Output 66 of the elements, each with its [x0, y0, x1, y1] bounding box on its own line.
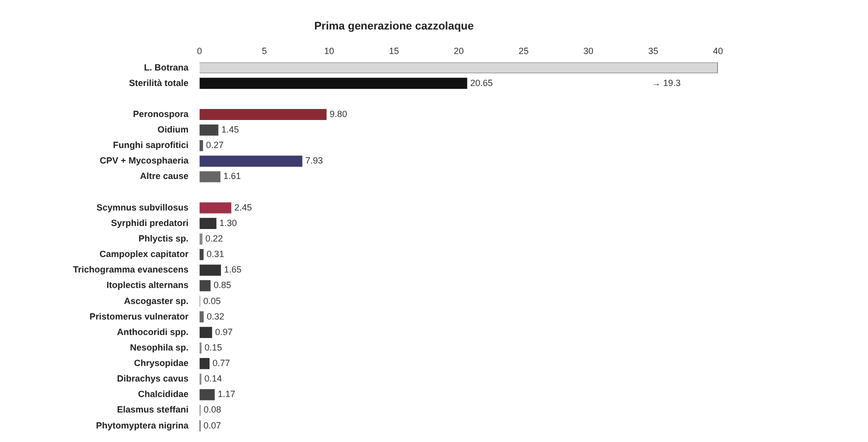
y-tick-label: Nesophila sp. — [130, 342, 189, 352]
x-tick-label: 5 — [262, 46, 267, 56]
bar — [200, 280, 211, 292]
y-tick-label: Chalcididae — [138, 389, 189, 400]
x-tick-label: 30 — [583, 46, 594, 56]
y-tick-label: Oidium — [158, 124, 189, 135]
y-tick-label: Anthocoridi spp. — [117, 326, 189, 337]
y-tick-label: Scymnus subvillosus — [96, 202, 189, 212]
y-tick-label: Phlyctis sp. — [138, 234, 189, 244]
data-label: 1.17 — [218, 389, 236, 400]
data-label: 2.45 — [234, 202, 252, 212]
data-label: 9.80 — [330, 108, 348, 119]
x-tick-label: 40 — [712, 46, 724, 56]
bar — [200, 108, 327, 120]
data-label: 20.65 — [470, 78, 493, 88]
y-tick-label: Syrphidi predatori — [111, 218, 189, 228]
y-tick-label: Altre cause — [140, 171, 189, 182]
data-label: 0.85 — [214, 280, 232, 290]
bar — [200, 264, 221, 276]
data-label: 0.07 — [203, 420, 221, 430]
bar — [200, 389, 215, 400]
bar — [200, 326, 212, 338]
y-tick-label: Trichogramma evanescens — [72, 264, 189, 275]
data-label: 1.65 — [224, 264, 242, 275]
y-tick-label: Itoplectis alternans — [106, 280, 189, 290]
bar — [200, 171, 220, 182]
x-tick-label: 35 — [648, 46, 658, 56]
y-tick-label: Funghi saprofitici — [113, 140, 189, 150]
y-tick-label: Ascogaster sp. — [124, 296, 189, 306]
data-label: 0.08 — [204, 404, 222, 415]
data-label: 0.05 — [203, 296, 221, 306]
y-tick-label: Chrysopidae — [134, 358, 189, 368]
annotation: → 19.3 — [652, 78, 681, 88]
bar — [200, 218, 216, 229]
y-tick-label: Pristomerus vulnerator — [90, 311, 190, 322]
data-label: 7.93 — [305, 156, 323, 166]
y-tick-label: CPV + Mycosphaeria — [100, 156, 190, 166]
y-tick-label: Campoplex capitator — [100, 249, 190, 260]
data-label: 0.32 — [206, 311, 224, 322]
x-tick-label: 0 — [197, 46, 202, 56]
data-label: 1.30 — [219, 218, 237, 228]
data-label: 0.22 — [205, 234, 223, 244]
data-label: 0.27 — [206, 140, 224, 150]
y-tick-label: Phytomyptera nigrina — [96, 420, 190, 430]
bar — [200, 358, 210, 370]
bar — [200, 124, 218, 136]
x-tick-label: 10 — [324, 46, 334, 56]
bar — [200, 78, 468, 89]
y-tick-label: Sterilità totale — [129, 78, 189, 88]
x-tick-label: 20 — [454, 46, 464, 56]
data-label: 0.14 — [204, 374, 222, 384]
y-tick-label: L. Botrana — [144, 62, 190, 72]
data-label: 0.97 — [215, 326, 233, 337]
data-label: 0.31 — [206, 249, 224, 260]
y-tick-label: Elasmus steffani — [117, 404, 189, 415]
data-label: 1.45 — [221, 124, 239, 135]
chart-title: Prima generazione cazzolaque — [314, 20, 474, 33]
data-label: 0.15 — [204, 342, 222, 352]
data-label: 0.77 — [212, 358, 230, 368]
x-tick-label: 25 — [518, 46, 529, 56]
data-label: 1.61 — [223, 171, 241, 182]
bar — [200, 156, 302, 167]
x-tick-label: 15 — [388, 46, 399, 56]
bar — [200, 202, 232, 214]
y-tick-label: Dibrachys cavus — [117, 374, 189, 384]
y-tick-label: Peronospora — [133, 108, 190, 119]
